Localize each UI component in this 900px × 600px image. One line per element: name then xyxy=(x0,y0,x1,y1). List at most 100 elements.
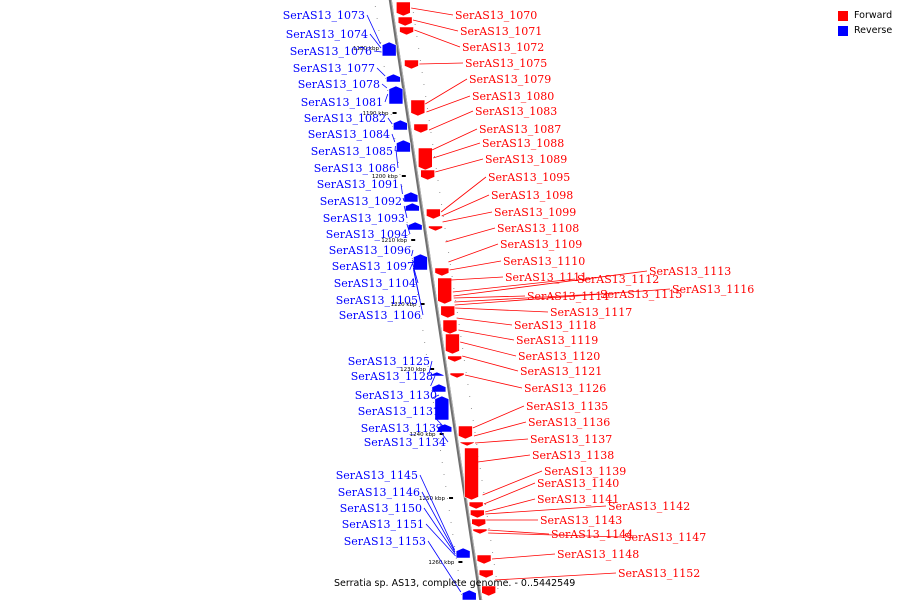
guide-dot xyxy=(406,222,408,223)
forward-leader-line xyxy=(485,505,607,515)
forward-gene-label: SerAS13_1148 xyxy=(557,548,639,561)
forward-leader-line xyxy=(445,227,496,243)
reverse-leader-line xyxy=(433,407,443,412)
scale-tick-label: 1250 kbp xyxy=(419,496,445,502)
legend-forward: Forward xyxy=(838,8,892,23)
guide-dot xyxy=(474,432,476,433)
guide-dot xyxy=(450,522,452,523)
reverse-leader-line xyxy=(381,83,388,89)
reverse-gene-label: SerAS13_1097 xyxy=(332,260,414,273)
guide-dot xyxy=(451,276,453,277)
reverse-gene-block xyxy=(405,202,420,212)
reverse-gene-block xyxy=(393,119,408,131)
forward-gene-label: SerAS13_1126 xyxy=(524,382,606,395)
forward-leader-line xyxy=(482,470,543,496)
forward-leader-line xyxy=(483,482,536,505)
forward-gene-label: SerAS13_1095 xyxy=(488,171,570,184)
guide-dot xyxy=(421,72,423,73)
reverse-gene-label: SerAS13_1091 xyxy=(317,178,399,191)
forward-leader-line xyxy=(454,288,671,306)
forward-leader-line xyxy=(414,29,461,48)
forward-gene-label: SerAS13_1083 xyxy=(475,105,557,118)
guide-dot xyxy=(394,138,396,139)
forward-gene-block xyxy=(440,305,456,319)
forward-gene-label: SerAS13_1112 xyxy=(577,273,659,286)
forward-leader-line xyxy=(441,194,490,217)
reverse-gene-block xyxy=(396,139,411,153)
reverse-leader-line xyxy=(411,259,417,267)
forward-gene-block xyxy=(447,355,462,363)
guide-dot xyxy=(439,192,441,193)
forward-leader-line xyxy=(453,270,648,297)
guide-dot xyxy=(440,450,441,451)
forward-gene-label: SerAS13_1070 xyxy=(455,9,537,22)
reverse-leader-line xyxy=(435,417,446,429)
guide-dot xyxy=(383,66,385,67)
reverse-gene-label: SerAS13_1085 xyxy=(311,145,393,158)
reverse-gene-block xyxy=(429,371,445,377)
forward-gene-block xyxy=(464,447,479,501)
backbone-line xyxy=(388,0,483,600)
forward-gene-block xyxy=(426,208,441,220)
forward-gene-label: SerAS13_1120 xyxy=(518,350,600,363)
guide-dot xyxy=(462,348,464,349)
forward-gene-block xyxy=(476,554,492,565)
forward-gene-block xyxy=(468,501,484,510)
reverse-gene-block xyxy=(461,589,477,600)
forward-gene-label: SerAS13_1144 xyxy=(551,528,633,541)
forward-leader-line xyxy=(487,529,550,535)
guide-dot xyxy=(453,288,455,289)
guide-dot xyxy=(422,330,424,331)
forward-leader-line xyxy=(491,553,556,560)
guide-dot xyxy=(486,516,488,517)
forward-gene-label: SerAS13_1098 xyxy=(491,189,573,202)
guide-dot xyxy=(460,336,462,337)
backbone-layer xyxy=(374,0,499,600)
reverse-leader-line xyxy=(406,223,411,235)
forward-gene-label: SerAS13_1079 xyxy=(469,73,551,86)
forward-gene-label: SerAS13_1142 xyxy=(608,500,690,513)
reverse-swatch xyxy=(838,25,848,36)
reverse-gene-label: SerAS13_1145 xyxy=(336,469,418,482)
label-leader-lines xyxy=(366,7,671,593)
forward-gene-block xyxy=(458,425,473,440)
scale-tick-label: 1190 kbp xyxy=(363,111,389,117)
guide-dot xyxy=(483,492,485,493)
forward-leader-line xyxy=(453,295,526,299)
forward-gene-block xyxy=(420,169,435,181)
forward-gene-block xyxy=(404,59,419,70)
reverse-leader-line xyxy=(423,507,456,555)
guide-dot xyxy=(432,402,434,403)
guide-dot xyxy=(495,576,497,577)
forward-gene-label: SerAS13_1136 xyxy=(528,416,610,429)
reverse-gene-block xyxy=(386,73,401,83)
forward-gene-label: SerAS13_1072 xyxy=(462,41,544,54)
forward-leader-line xyxy=(488,532,623,538)
scale-tick-mark xyxy=(458,561,463,563)
legend-reverse-label: Reverse xyxy=(854,25,893,36)
forward-gene-block xyxy=(418,147,433,171)
guide-dot xyxy=(448,510,450,511)
forward-leader-line xyxy=(435,158,484,173)
forward-gene-label: SerAS13_1109 xyxy=(500,238,582,251)
guide-dot xyxy=(380,42,382,43)
forward-gene-block xyxy=(410,99,426,117)
reverse-leader-line xyxy=(436,425,449,443)
forward-leader-line xyxy=(442,211,493,223)
forward-gene-label: SerAS13_1116 xyxy=(672,283,754,296)
reverse-leader-line xyxy=(387,117,393,125)
reverse-leader-line xyxy=(403,205,408,219)
forward-leader-line xyxy=(433,142,481,159)
guide-dot xyxy=(443,474,445,475)
reverse-leader-line xyxy=(419,474,456,551)
guide-dot xyxy=(411,258,413,259)
forward-leader-line xyxy=(472,405,525,429)
forward-leader-line xyxy=(484,498,536,513)
scale-tick-mark xyxy=(411,239,416,241)
forward-gene-block xyxy=(413,123,429,134)
guide-dot xyxy=(425,96,427,97)
guide-dot xyxy=(427,366,429,367)
legend-reverse: Reverse xyxy=(838,23,892,38)
guide-dot xyxy=(397,162,399,163)
forward-leader-line xyxy=(452,278,576,293)
